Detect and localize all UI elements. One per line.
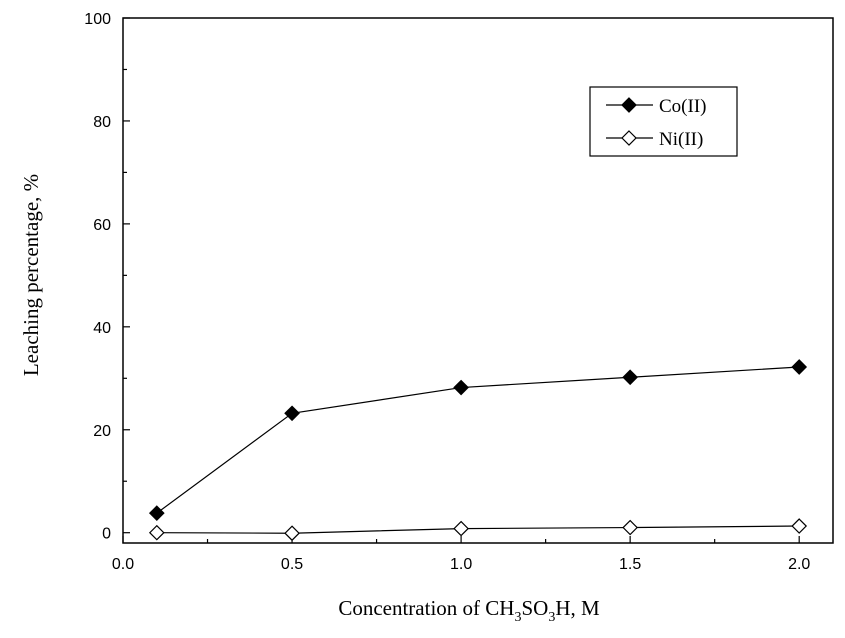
x-tick-label: 0.0 — [112, 556, 134, 573]
x-tick-label: 1.0 — [450, 556, 472, 573]
y-tick-label: 60 — [93, 217, 111, 234]
x-tick-label: 2.0 — [788, 556, 810, 573]
y-axis-title: Leaching percentage, % — [19, 174, 43, 376]
series-layer — [148, 359, 808, 542]
plot-frame — [122, 17, 834, 544]
y-tick-label: 80 — [93, 114, 111, 131]
y-tick-label: 20 — [93, 423, 111, 440]
x-axis-ticks: 0.0 0.5 1.0 1.5 2.0 — [112, 536, 810, 573]
series-Co(II) — [148, 359, 808, 521]
data-point-open — [791, 518, 808, 534]
series-line — [156, 366, 800, 514]
y-tick-label: 40 — [93, 320, 111, 337]
data-point-open — [148, 524, 165, 541]
legend-marker-filled — [621, 97, 637, 113]
data-point-open — [622, 519, 638, 536]
legend-marker-open — [621, 130, 637, 146]
data-point-filled — [791, 359, 808, 375]
legend: Co(II) Ni(II) — [589, 86, 738, 157]
data-point-open — [284, 525, 300, 542]
data-point-filled — [148, 505, 165, 521]
data-point-filled — [622, 369, 638, 386]
y-tick-label: 100 — [84, 11, 111, 28]
series-Ni(II) — [148, 518, 808, 542]
x-tick-label: 0.5 — [281, 556, 303, 573]
data-point-filled — [453, 379, 469, 396]
plot-area-border — [122, 17, 834, 544]
series-line — [156, 525, 800, 534]
legend-box — [589, 86, 738, 157]
y-axis-ticks: 0 20 40 60 80 100 — [84, 11, 130, 543]
x-axis-title: Concentration of CH3SO3H, M — [338, 596, 600, 625]
data-point-filled — [284, 405, 300, 422]
data-point-open — [453, 520, 469, 537]
x-tick-label: 1.5 — [619, 556, 641, 573]
legend-label: Ni(II) — [659, 129, 703, 150]
y-tick-label: 0 — [102, 526, 111, 543]
legend-label: Co(II) — [659, 96, 706, 117]
